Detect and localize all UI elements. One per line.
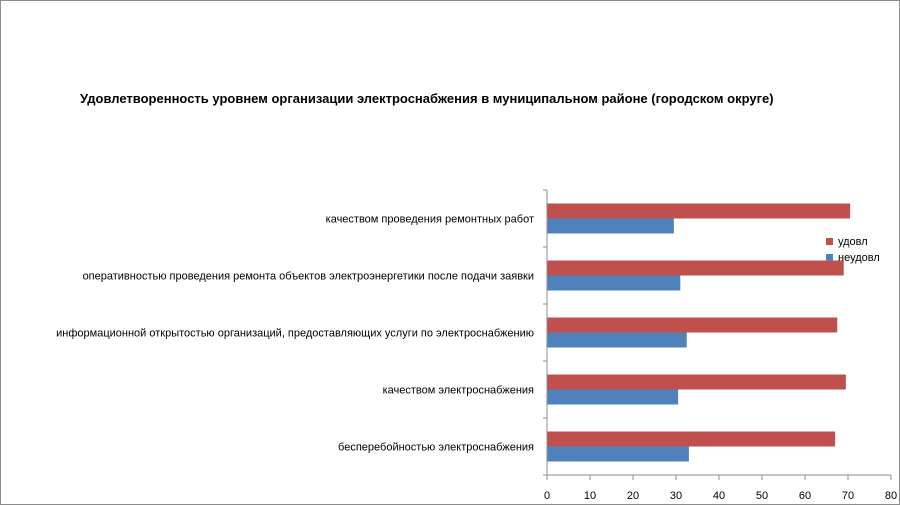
legend-label: удовл <box>838 236 868 248</box>
category-label: качеством проведения ремонтных работ <box>326 214 534 226</box>
chart-title: Удовлетворенность уровнем организации эл… <box>80 91 774 106</box>
bar-неудовл-1 <box>547 275 681 291</box>
bar-удовл-4 <box>547 431 836 447</box>
x-tick-label: 50 <box>756 490 768 502</box>
x-tick-label: 80 <box>885 490 897 502</box>
bar-удовл-2 <box>547 317 838 333</box>
legend-label: неудовл <box>838 252 880 264</box>
x-tick-label: 0 <box>544 490 550 502</box>
legend-swatch-неудовл <box>826 254 833 261</box>
bar-неудовл-0 <box>547 218 674 234</box>
bar-удовл-3 <box>547 374 846 390</box>
x-tick-label: 30 <box>670 490 682 502</box>
x-tick-label: 20 <box>627 490 639 502</box>
category-label: качеством электроснабжения <box>383 385 534 397</box>
x-tick-label: 70 <box>842 490 854 502</box>
x-tick-label: 40 <box>713 490 725 502</box>
bar-удовл-0 <box>547 203 851 219</box>
legend-swatch-удовл <box>826 238 833 245</box>
category-label: бесперебойностью электроснабжения <box>338 442 534 454</box>
bar-неудовл-4 <box>547 446 689 462</box>
bar-неудовл-2 <box>547 332 687 348</box>
bar-удовл-1 <box>547 260 844 276</box>
category-label: информационной открытостью организаций, … <box>56 328 534 340</box>
x-tick-label: 60 <box>799 490 811 502</box>
x-tick-label: 10 <box>584 490 596 502</box>
category-label: оперативностью проведения ремонта объект… <box>83 271 534 283</box>
bar-неудовл-3 <box>547 389 679 405</box>
